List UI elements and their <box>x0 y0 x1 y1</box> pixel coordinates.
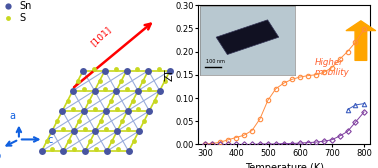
Y-axis label: ZT: ZT <box>164 69 174 81</box>
X-axis label: Temperature (K): Temperature (K) <box>245 163 324 168</box>
Text: Higher
mobility: Higher mobility <box>315 58 349 77</box>
Text: S: S <box>19 13 25 23</box>
Text: c: c <box>47 135 53 145</box>
Text: [101]: [101] <box>89 24 113 47</box>
Text: Sn: Sn <box>19 1 31 11</box>
Text: a: a <box>9 111 15 121</box>
